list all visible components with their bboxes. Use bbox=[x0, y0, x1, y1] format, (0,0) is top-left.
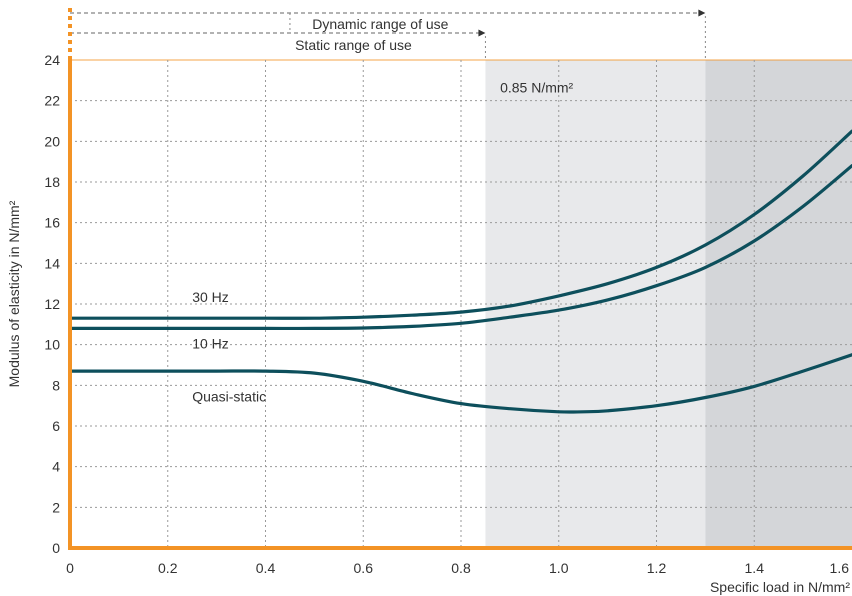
series-label-30hz: 30 Hz bbox=[192, 289, 229, 305]
y-tick-label: 0 bbox=[52, 540, 60, 556]
series-line-30-hz bbox=[68, 129, 852, 320]
series-labels: 30 Hz 10 Hz Quasi-static bbox=[192, 289, 266, 405]
x-tick-label: 1.2 bbox=[647, 560, 667, 576]
x-tick-label: 0 bbox=[66, 560, 74, 576]
y-tick-label: 8 bbox=[52, 377, 60, 393]
dynamic-range-arrow bbox=[698, 9, 706, 17]
y-tick-label: 20 bbox=[44, 133, 60, 149]
range-indicators: Dynamic range of use Static range of use bbox=[70, 9, 706, 60]
series-line-10-hz bbox=[68, 164, 852, 331]
y-axis-title: Modulus of elasticity in N/mm² bbox=[6, 200, 22, 387]
y-tick-label: 24 bbox=[44, 52, 60, 68]
x-tick-label: 1.6 bbox=[830, 560, 850, 576]
x-tick-labels: 0 0.2 0.4 0.6 0.8 1.0 1.2 1.4 1.6 bbox=[66, 560, 849, 576]
y-tick-label: 16 bbox=[44, 215, 60, 231]
threshold-annotation: 0.85 N/mm² bbox=[500, 80, 573, 96]
x-tick-label: 1.0 bbox=[549, 560, 569, 576]
y-tick-label: 2 bbox=[52, 499, 60, 515]
series-lines bbox=[68, 129, 852, 414]
series-label-10hz: 10 Hz bbox=[192, 336, 229, 352]
shaded-region-1 bbox=[705, 60, 852, 548]
grid bbox=[70, 60, 852, 548]
x-tick-label: 0.4 bbox=[256, 560, 276, 576]
y-tick-label: 18 bbox=[44, 174, 60, 190]
x-tick-label: 0.6 bbox=[354, 560, 374, 576]
static-range-arrow bbox=[478, 29, 486, 37]
series-line-quasi-static bbox=[68, 353, 852, 414]
axes bbox=[68, 8, 852, 550]
y-tick-label: 14 bbox=[44, 255, 60, 271]
dynamic-range-label: Dynamic range of use bbox=[312, 16, 448, 32]
static-range-label: Static range of use bbox=[295, 37, 412, 53]
series-label-quasi-static: Quasi-static bbox=[192, 389, 266, 405]
x-tick-label: 0.2 bbox=[158, 560, 178, 576]
x-axis-title: Specific load in N/mm² bbox=[710, 579, 850, 595]
y-tick-label: 6 bbox=[52, 418, 60, 434]
y-tick-label: 4 bbox=[52, 459, 60, 475]
x-tick-label: 1.4 bbox=[745, 560, 765, 576]
y-tick-label: 10 bbox=[44, 337, 60, 353]
y-tick-label: 12 bbox=[44, 296, 60, 312]
y-tick-label: 22 bbox=[44, 93, 60, 109]
x-tick-label: 0.8 bbox=[451, 560, 471, 576]
